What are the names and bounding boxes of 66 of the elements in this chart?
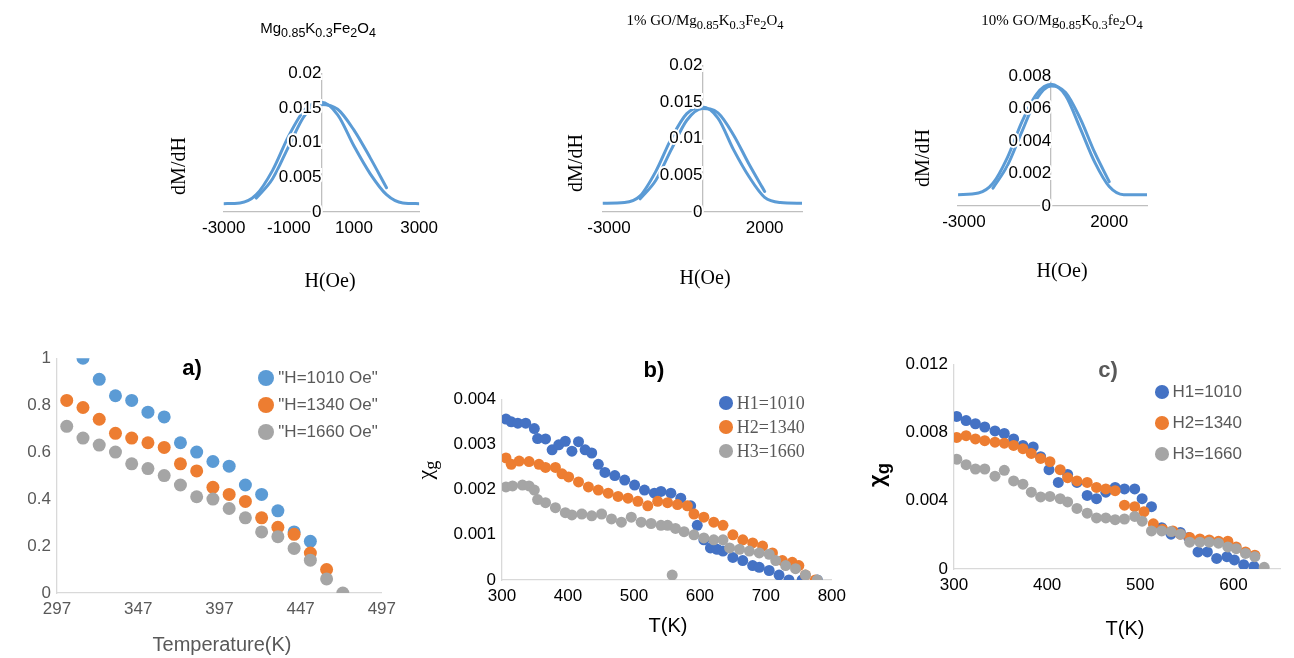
y-tick-label: 0.8 xyxy=(27,394,51,414)
y-tick-label: 0 xyxy=(692,201,703,221)
x-tick-label: 700 xyxy=(751,585,781,605)
legend-label: H2=1340 xyxy=(736,416,805,438)
x-tick-label: 447 xyxy=(286,598,315,618)
y-tick-label: 0.02 xyxy=(288,62,322,82)
y-tick-label: 0 xyxy=(1041,195,1052,215)
x-tick-label: -1000 xyxy=(267,217,311,237)
y-tick-label: 0.6 xyxy=(27,441,51,461)
y-tick-label: 0.012 xyxy=(905,353,948,373)
x-tick-label: 497 xyxy=(367,598,397,618)
x-axis-title: H(Oe) xyxy=(1036,258,1088,282)
x-tick-label: 397 xyxy=(205,598,234,618)
y-tick-label: 0.004 xyxy=(453,388,496,408)
y-tick-label: 0.015 xyxy=(659,91,703,111)
chart-title: b) xyxy=(643,357,665,383)
x-tick-label: 800 xyxy=(817,585,847,605)
x-tick-label: 600 xyxy=(1219,574,1248,594)
y-axis-title: dM/dH xyxy=(910,129,934,187)
x-tick-label: 600 xyxy=(685,585,715,605)
x-tick-label: 1000 xyxy=(335,217,373,237)
y-tick-label: 0.4 xyxy=(27,488,51,508)
chart-title: a) xyxy=(182,355,202,381)
y-tick-label: 0.002 xyxy=(1008,163,1052,183)
x-axis-title: T(K) xyxy=(1105,616,1145,640)
x-tick-label: 400 xyxy=(553,585,583,605)
y-tick-label: 0 xyxy=(311,201,322,221)
y-axis-title: dM/dH xyxy=(166,137,190,195)
chart-title: Mg$_{0.85}$K$_{0.3}$Fe$_{2}$O$_{4}$ xyxy=(260,18,376,40)
chart-title: 10% GO/Mg$_{0.85}$K$_{0.3}$fe$_{2}$O$_{4}$ xyxy=(981,11,1143,33)
y-tick-label: 0.2 xyxy=(27,535,51,555)
legend-label: "H=1660 Oe" xyxy=(278,421,378,442)
x-tick-label: -3000 xyxy=(942,211,986,231)
x-tick-label: 500 xyxy=(619,585,649,605)
y-tick-label: 0.002 xyxy=(453,479,496,499)
legend-label: H3=1660 xyxy=(1172,443,1242,464)
legend-label: "H=1340 Oe" xyxy=(278,394,378,415)
legend-label: H3=1660 xyxy=(736,440,805,462)
y-tick-label: 0.004 xyxy=(905,490,948,510)
y-tick-label: 0.008 xyxy=(1008,65,1052,85)
y-tick-label: 0.005 xyxy=(278,166,322,186)
y-tick-label: 1 xyxy=(41,347,51,367)
legend-label: H1=1010 xyxy=(1172,381,1242,402)
y-tick-label: 0.005 xyxy=(659,164,703,184)
x-axis-title: H(Oe) xyxy=(304,268,356,292)
x-axis-title: Temperature(K) xyxy=(152,632,292,656)
x-tick-label: 2000 xyxy=(1090,211,1129,231)
chart-title: c) xyxy=(1098,357,1118,383)
x-axis-title: H(Oe) xyxy=(679,265,731,289)
x-tick-label: 347 xyxy=(124,598,153,618)
chart-title: 1% GO/Mg$_{0.85}$K$_{0.3}$Fe$_{2}$O$_{4}$ xyxy=(626,11,784,33)
y-tick-label: 0.02 xyxy=(669,54,703,74)
x-tick-label: 2000 xyxy=(745,217,784,237)
y-axis-title: dM/dH xyxy=(563,134,587,192)
legend-label: H1=1010 xyxy=(736,392,805,414)
x-tick-label: -3000 xyxy=(202,217,246,237)
legend-label: H2=1340 xyxy=(1172,412,1242,433)
x-tick-label: -3000 xyxy=(587,217,631,237)
x-tick-label: 400 xyxy=(1032,574,1062,594)
x-tick-label: 3000 xyxy=(400,217,438,237)
y-tick-label: 0.003 xyxy=(453,434,496,454)
y-tick-label: 0.008 xyxy=(905,422,948,442)
x-axis-title: T(K) xyxy=(648,613,688,637)
x-tick-label: 500 xyxy=(1126,574,1155,594)
y-tick-label: 0.001 xyxy=(453,524,496,544)
legend-label: "H=1010 Oe" xyxy=(278,367,378,388)
